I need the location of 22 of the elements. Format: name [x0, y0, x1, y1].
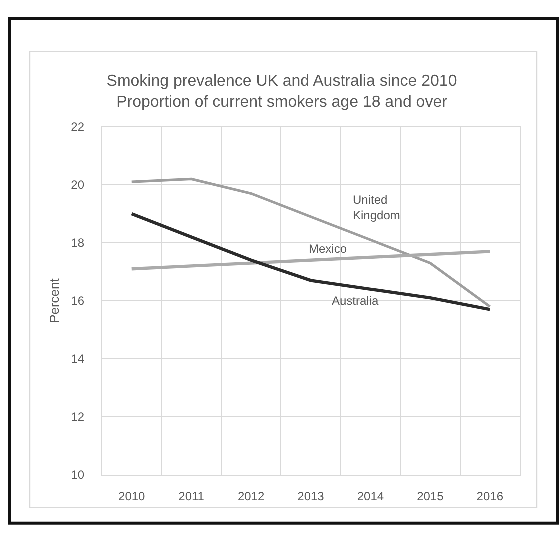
y-tick-label: 16 — [71, 294, 85, 308]
series-label: Australia — [332, 294, 380, 308]
y-tick-label: 10 — [71, 468, 85, 482]
line-series — [130, 212, 492, 312]
y-tick-label: 18 — [71, 236, 85, 250]
y-tick-label: 12 — [71, 410, 85, 424]
x-tick-label: 2013 — [298, 490, 325, 504]
x-tick-label: 2011 — [178, 490, 205, 504]
y-axis-title: Percent — [47, 278, 62, 324]
y-tick-label: 20 — [71, 178, 85, 192]
y-tick-label: 22 — [71, 120, 85, 134]
x-tick-label: 2010 — [118, 490, 146, 504]
line-series — [130, 178, 492, 308]
x-tick-label: 2016 — [476, 490, 504, 504]
chart-subtitle: Proportion of current smokers age 18 and over — [116, 94, 448, 111]
chart-title: Smoking prevalence UK and Australia since 2010 — [106, 73, 458, 90]
series-label: United Kingdom — [353, 193, 400, 223]
y-tick-label: 14 — [71, 352, 85, 366]
x-tick-label: 2015 — [417, 490, 444, 504]
x-tick-label: 2014 — [357, 490, 384, 504]
x-tick-label: 2012 — [238, 490, 265, 504]
series-label: Mexico — [309, 242, 348, 256]
